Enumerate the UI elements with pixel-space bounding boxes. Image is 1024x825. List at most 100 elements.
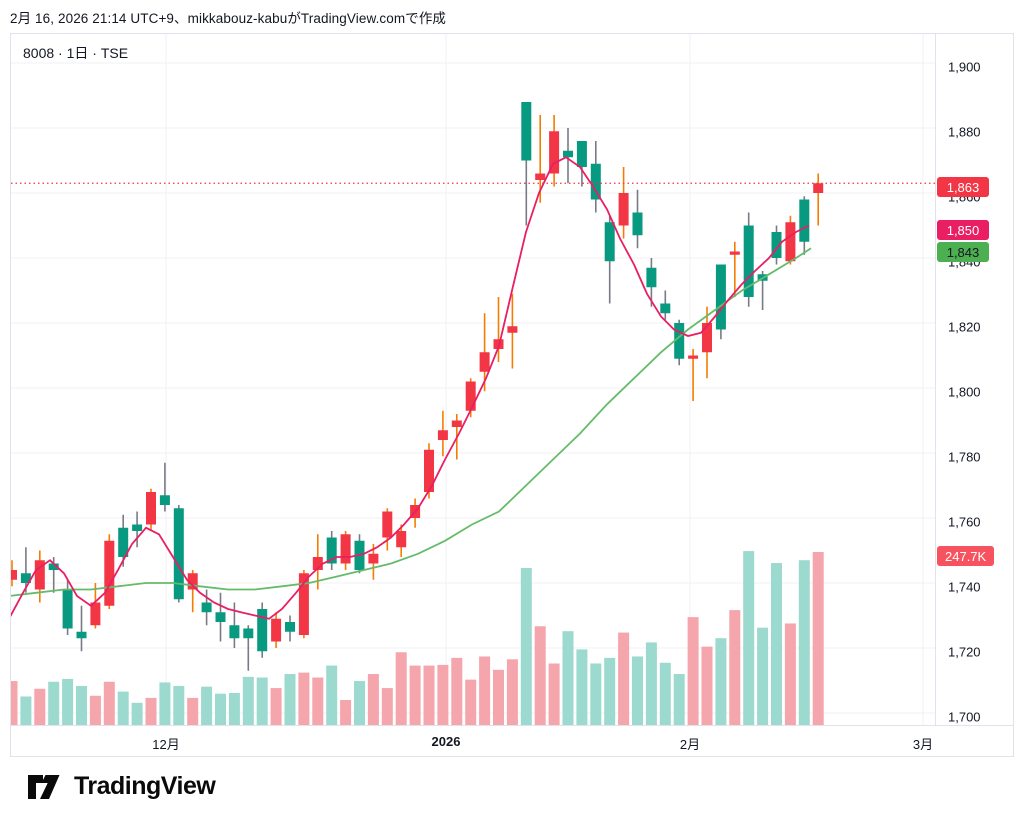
- attribution-text: 2月 16, 2026 21:14 UTC+9、mikkabouz-kabuがT…: [10, 11, 447, 26]
- candle-body: [660, 303, 671, 314]
- volume-bar: [409, 665, 421, 725]
- price-tick-label: 1,880: [948, 124, 981, 140]
- candle-body: [312, 557, 323, 570]
- volume-bar: [228, 692, 240, 725]
- volume-bar: [798, 560, 810, 725]
- time-tick-label: 3月: [912, 737, 934, 752]
- volume-bar: [103, 681, 115, 725]
- time-tick-label: 2月: [679, 737, 701, 752]
- volume-bar: [354, 681, 365, 725]
- volume-bar: [604, 657, 616, 725]
- candle-body: [146, 492, 156, 525]
- candle-body: [48, 563, 59, 570]
- volume-bar: [395, 652, 407, 725]
- candle-body: [521, 102, 532, 161]
- last-price-label: 1,863: [937, 177, 989, 198]
- candle-body: [507, 326, 518, 333]
- candle-body: [20, 573, 31, 583]
- volume-bar: [76, 685, 87, 725]
- volume-bar: [270, 688, 282, 725]
- ma-slow-line: [11, 247, 812, 597]
- candle-body: [576, 141, 587, 167]
- volume-bar: [520, 567, 532, 725]
- candle-body: [465, 381, 476, 411]
- candle-body: [62, 589, 73, 629]
- candle-body: [729, 251, 740, 255]
- price-tick-label: 1,720: [948, 644, 981, 660]
- volume-bar: [11, 681, 18, 725]
- volume-bar: [298, 672, 310, 725]
- volume-bar: [534, 626, 546, 725]
- volume-bar: [117, 691, 129, 725]
- chart-frame: 8008 · 1日 · TSE 1,9001,8801,8601,8401,82…: [10, 33, 1014, 757]
- candle-body: [34, 560, 45, 590]
- candle-body: [549, 131, 560, 174]
- volume-bar: [465, 679, 477, 725]
- volume-bar: [367, 674, 379, 725]
- candle-body: [771, 232, 782, 258]
- volume-bar: [242, 676, 254, 725]
- ma-fast-line: [11, 156, 810, 620]
- candlestick-chart[interactable]: [11, 34, 936, 725]
- candle-body: [590, 163, 601, 200]
- price-tick-label: 1,800: [948, 384, 981, 400]
- volume-bar: [48, 681, 60, 725]
- price-tick-label: 1,820: [948, 319, 981, 335]
- candle-body: [743, 225, 754, 297]
- volume-bar: [256, 677, 268, 725]
- volume-bar: [34, 688, 46, 725]
- time-axis[interactable]: 12月 2026 2月 3月: [11, 725, 1013, 756]
- volume-label: 247.7K: [937, 546, 995, 566]
- volume-bar: [812, 552, 824, 725]
- volume-bar: [743, 551, 755, 725]
- ma-slow-label: 1,843: [937, 242, 989, 263]
- candle-body: [187, 573, 198, 590]
- volume-bar: [645, 642, 657, 725]
- volume-bar: [715, 638, 727, 725]
- time-tick-label: 2026: [431, 734, 461, 749]
- volume-bar: [187, 697, 199, 725]
- volume-bar: [729, 610, 741, 725]
- candle-body: [159, 495, 170, 505]
- tradingview-logo[interactable]: TradingView: [28, 772, 216, 801]
- time-tick-label: 12月: [152, 737, 180, 752]
- candle-body: [118, 527, 129, 557]
- candle-body: [368, 553, 379, 564]
- candle-body: [298, 573, 309, 635]
- price-tick-label: 1,900: [948, 59, 981, 75]
- candle-body: [285, 622, 295, 632]
- candle-body: [382, 511, 393, 538]
- volume-bar: [479, 656, 491, 725]
- candle-body: [340, 534, 351, 564]
- candle-body: [104, 540, 115, 606]
- tradingview-logo-icon: [28, 774, 60, 799]
- volume-bar: [381, 688, 393, 725]
- candle-body: [702, 323, 712, 353]
- volume-bar: [437, 664, 449, 725]
- candle-body: [604, 222, 615, 262]
- candle-body: [688, 355, 699, 359]
- candle-body: [257, 609, 268, 652]
- candle-body: [479, 352, 490, 372]
- price-tick-label: 1,760: [948, 514, 981, 530]
- volume-bar: [62, 678, 74, 725]
- price-axis[interactable]: 1,9001,8801,8601,8401,8201,8001,7801,760…: [935, 34, 1013, 725]
- volume-bar: [423, 665, 435, 725]
- volume-bar: [701, 646, 713, 725]
- price-tick-label: 1,780: [948, 449, 981, 465]
- candle-body: [229, 625, 240, 639]
- candle-body: [243, 628, 254, 639]
- tradingview-logo-text: TradingView: [74, 772, 216, 800]
- price-tick-label: 1,700: [948, 709, 981, 725]
- candle-body: [813, 183, 824, 193]
- volume-bar: [548, 663, 560, 725]
- candle-body: [326, 537, 337, 564]
- price-tick-label: 1,740: [948, 579, 981, 595]
- candle-body: [173, 508, 184, 600]
- candle-body: [799, 199, 810, 242]
- volume-bar: [506, 659, 518, 725]
- candle-body: [271, 618, 282, 642]
- volume-bar: [576, 649, 588, 725]
- volume-bar: [201, 686, 213, 725]
